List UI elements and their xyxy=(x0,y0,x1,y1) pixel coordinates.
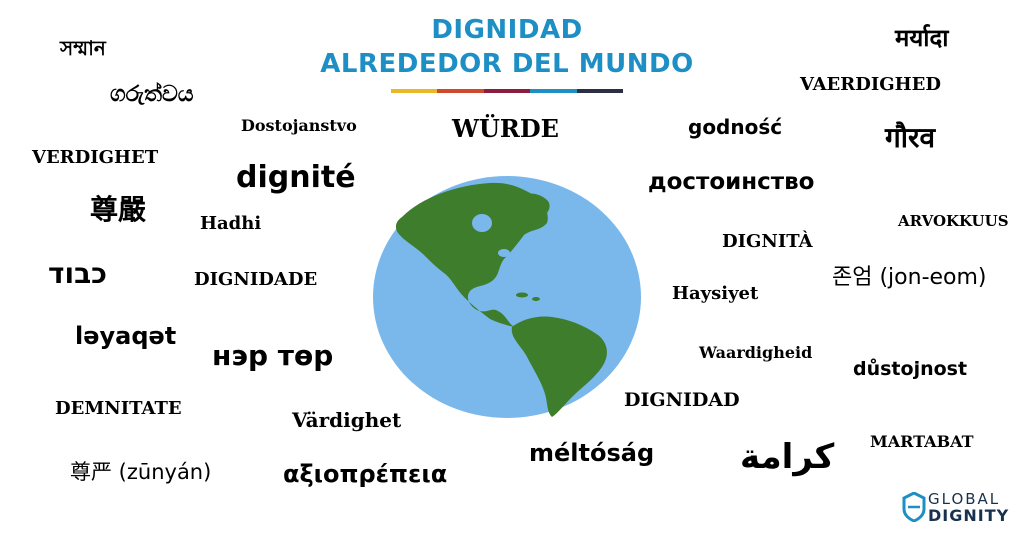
word-czech: důstojnost xyxy=(853,358,968,380)
word-korean: 존엄 (jon-eom) xyxy=(832,265,987,290)
logo-line-1: GLOBAL xyxy=(928,490,1001,508)
word-mongolian: нэр төр xyxy=(212,339,334,372)
word-azerbaijani: ləyaqət xyxy=(75,322,177,350)
word-german: WÜRDE xyxy=(452,114,559,143)
color-bar-segment-1 xyxy=(391,89,438,93)
color-bar-segment-4 xyxy=(530,89,577,93)
word-afrikaans: Waardigheid xyxy=(699,343,813,362)
color-bar-segment-2 xyxy=(437,89,484,93)
color-bar-segment-5 xyxy=(576,89,624,93)
word-chinese-simp: 尊严 (zūnyán) xyxy=(70,460,212,484)
word-malay: MARTABAT xyxy=(870,432,974,451)
word-hindi-gaurav: गौरव xyxy=(885,121,936,154)
word-arabic: كرامة xyxy=(740,437,835,477)
word-portuguese: DIGNIDADE xyxy=(194,269,318,290)
word-croatian: Dostojanstvo xyxy=(241,116,357,135)
word-swahili: Hadhi xyxy=(200,213,262,234)
word-hindi-maryada: मर्यादा xyxy=(895,24,949,52)
word-hebrew: כבוד xyxy=(48,257,108,290)
word-finnish: ARVOKKUUS xyxy=(898,212,1009,230)
word-polish: godność xyxy=(688,115,783,139)
word-swedish-caps: VERDIGHET xyxy=(32,147,159,168)
word-bengali: সম্মান xyxy=(60,36,106,60)
word-italian: DIGNITÀ xyxy=(722,231,813,252)
global-dignity-logo-icon xyxy=(902,492,926,522)
title-line-1: DIGNIDAD xyxy=(431,15,583,45)
word-turkish: Haysiyet xyxy=(672,283,759,304)
word-spanish: DIGNIDAD xyxy=(624,389,740,411)
word-hungarian: méltóság xyxy=(529,439,655,467)
word-danish: VAERDIGHED xyxy=(800,74,941,95)
logo-line-2: DIGNITY xyxy=(928,506,1010,525)
color-bar xyxy=(391,89,624,93)
word-sinhala: ගරුත්වය xyxy=(110,82,194,107)
word-romanian: DEMNITATE xyxy=(55,398,182,419)
word-greek: αξιοπρέπεια xyxy=(283,460,448,488)
word-chinese-trad: 尊嚴 xyxy=(90,193,147,226)
word-french: dignité xyxy=(236,160,356,195)
color-bar-segment-3 xyxy=(483,89,531,93)
title-line-2: ALREDEDOR DEL MUNDO xyxy=(320,49,694,79)
word-russian: достоинство xyxy=(648,169,815,195)
word-swedish: Värdighet xyxy=(292,408,402,432)
globe-icon xyxy=(373,176,641,418)
